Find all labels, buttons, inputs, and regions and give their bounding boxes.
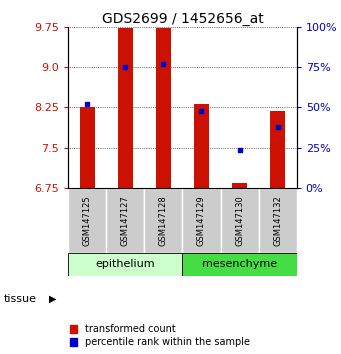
Text: tissue: tissue: [3, 294, 36, 304]
Bar: [232, 183, 247, 188]
Text: GSM147128: GSM147128: [159, 195, 168, 246]
Bar: [182, 253, 297, 276]
Text: GSM147130: GSM147130: [235, 195, 244, 246]
Bar: [270, 111, 285, 188]
Bar: [182, 188, 221, 253]
Title: GDS2699 / 1452656_at: GDS2699 / 1452656_at: [102, 12, 263, 25]
Bar: [68, 253, 182, 276]
Bar: [68, 188, 106, 253]
Bar: [156, 28, 171, 188]
Text: GSM147129: GSM147129: [197, 195, 206, 246]
Legend: transformed count, percentile rank within the sample: transformed count, percentile rank withi…: [70, 325, 250, 347]
Bar: [258, 188, 297, 253]
Bar: [221, 188, 258, 253]
Text: epithelium: epithelium: [95, 259, 155, 269]
Text: GSM147125: GSM147125: [83, 195, 92, 246]
Text: GSM147132: GSM147132: [273, 195, 282, 246]
Bar: [118, 28, 133, 188]
Text: mesenchyme: mesenchyme: [202, 259, 277, 269]
Bar: [194, 103, 209, 188]
Bar: [106, 188, 144, 253]
Bar: [79, 107, 95, 188]
Text: ▶: ▶: [49, 294, 57, 304]
Text: GSM147127: GSM147127: [121, 195, 130, 246]
Bar: [144, 188, 182, 253]
